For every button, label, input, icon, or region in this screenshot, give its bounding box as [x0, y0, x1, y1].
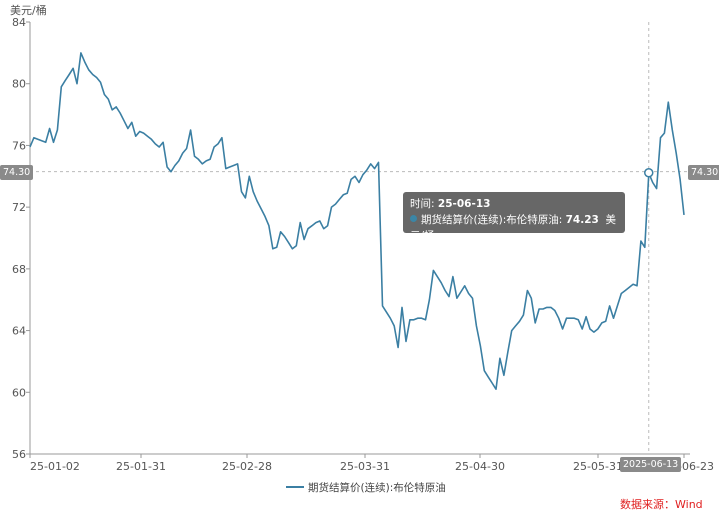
- y-tick-label: 64: [12, 325, 26, 338]
- y-axis-unit-label: 美元/桶: [10, 3, 47, 17]
- y-tick-label: 84: [12, 16, 26, 29]
- x-tick-label: 25-03-31: [340, 460, 390, 473]
- y-tick-label: 56: [12, 448, 26, 461]
- crosshair-y-label-right: 74.30: [688, 165, 719, 180]
- tooltip-date-prefix: 时间:: [410, 198, 438, 210]
- tooltip-date: 25-06-13: [437, 198, 491, 210]
- data-source-note: 数据来源：Wind: [620, 498, 703, 511]
- x-tick-label: 25-02-28: [222, 460, 272, 473]
- tooltip-series-name: 期货结算价(连续):布伦特原油: [421, 214, 559, 226]
- x-tick-label: 25-05-31: [573, 460, 623, 473]
- tooltip-series-dot-icon: [410, 215, 417, 222]
- x-tick-label: 25-01-02: [30, 460, 80, 473]
- series-line-brent: [29, 52, 685, 390]
- y-tick-label: 80: [12, 78, 26, 91]
- crosshair-y-label-left: 74.30: [0, 165, 34, 180]
- hover-point-marker[interactable]: [644, 167, 654, 178]
- y-axis-ticks: 56 60 64 68 72 76 80 84: [12, 16, 30, 461]
- y-tick-label: 60: [12, 386, 26, 399]
- legend[interactable]: 期货结算价(连续):布伦特原油: [286, 480, 446, 495]
- y-tick-label: 68: [12, 263, 26, 276]
- legend-series-name: 期货结算价(连续):布伦特原油: [308, 482, 446, 494]
- y-tick-label: 76: [12, 139, 26, 152]
- crosshair-x-label: 2025-06-13: [620, 457, 682, 472]
- tooltip-value: 74.23: [565, 214, 599, 226]
- tooltip-unit: 美元/桶: [410, 214, 617, 242]
- x-tick-label: 25-01-31: [116, 460, 166, 473]
- legend-line-icon: [286, 486, 304, 488]
- data-tooltip: 时间: 25-06-13 期货结算价(连续):布伦特原油: 74.23 美元/桶: [403, 192, 625, 242]
- x-axis-ticks: 25-01-02 25-01-31 25-02-28 25-03-31 25-04-30…: [29, 454, 714, 473]
- y-tick-label: 72: [12, 201, 26, 214]
- x-tick-label: 25-04-30: [455, 460, 505, 473]
